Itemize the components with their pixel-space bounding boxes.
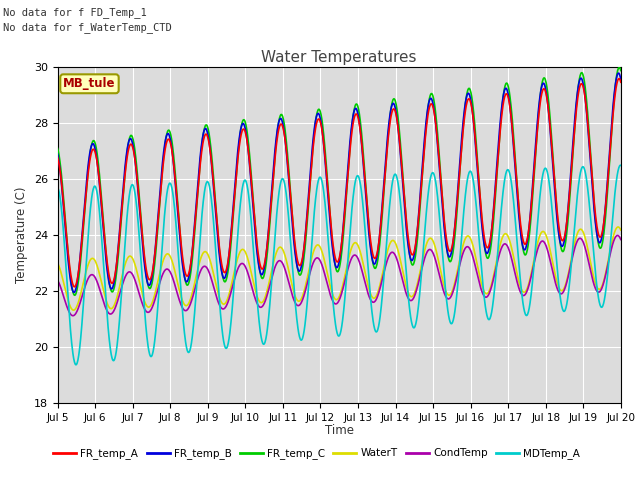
Text: MB_tule: MB_tule	[63, 77, 116, 90]
Text: No data for f FD_Temp_1: No data for f FD_Temp_1	[3, 7, 147, 18]
X-axis label: Time: Time	[324, 424, 354, 437]
Y-axis label: Temperature (C): Temperature (C)	[15, 187, 28, 284]
Legend: FR_temp_A, FR_temp_B, FR_temp_C, WaterT, CondTemp, MDTemp_A: FR_temp_A, FR_temp_B, FR_temp_C, WaterT,…	[49, 444, 584, 464]
Title: Water Temperatures: Water Temperatures	[262, 49, 417, 65]
Text: No data for f_WaterTemp_CTD: No data for f_WaterTemp_CTD	[3, 22, 172, 33]
